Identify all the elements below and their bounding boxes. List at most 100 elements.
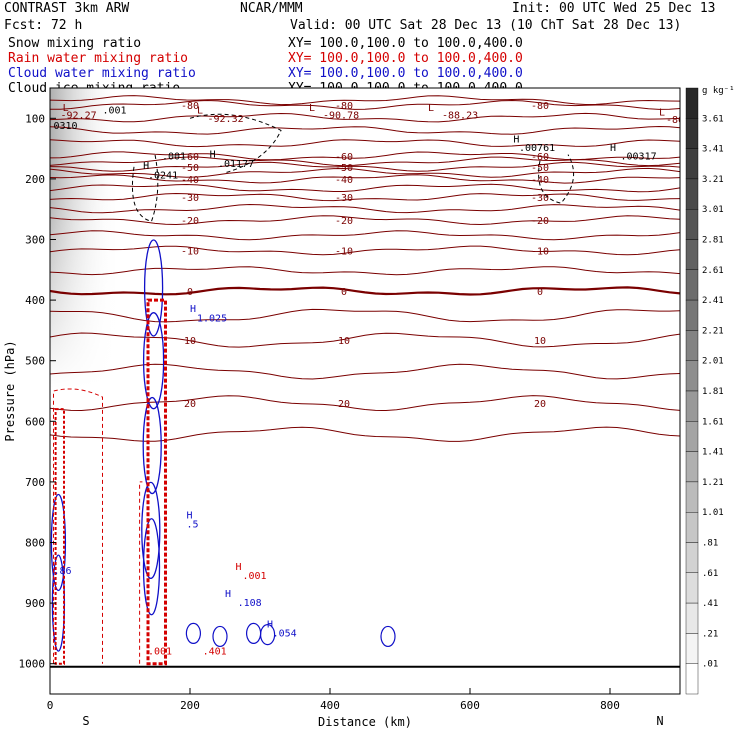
colorbar-unit: g kg⁻¹ (702, 86, 735, 96)
cloud-water-contour (142, 312, 165, 410)
plot-frame (49, 87, 681, 695)
colorbar-swatch (685, 481, 699, 513)
temperature-contour-line (50, 174, 680, 184)
org-label: NCAR/MMM (240, 1, 303, 16)
temperature-contour-label: -80 (335, 101, 353, 112)
colorbar-swatch (685, 299, 699, 331)
colorbar-label: 2.41 (702, 296, 724, 306)
snow-shading-fade (50, 88, 120, 388)
extremum-label: L (197, 105, 203, 116)
temperature-contour-line (50, 426, 680, 442)
colorbar-swatch (685, 148, 699, 180)
colorbar-swatch (685, 512, 699, 543)
temperature-contour-line (50, 112, 680, 123)
cloud-water-contour (142, 396, 162, 495)
extremum-label: L (309, 103, 315, 114)
extremum-label: .01177 (218, 159, 254, 170)
extremum-label: -88.23 (442, 110, 478, 121)
extremum-label: H (225, 589, 231, 600)
temperature-contour-line (50, 215, 680, 226)
field-name-snow: Snow mixing ratio (8, 36, 142, 51)
extremum-label: H (190, 304, 196, 315)
x-tick-label: 400 (320, 699, 340, 712)
extrema-annotations: L-92.27 L-92.32L-90.78L-88.23 L-86.120310.… (54, 103, 702, 658)
temperature-contour-label: -10 (181, 246, 199, 257)
extremum-label: 1.025 (197, 313, 227, 324)
temperature-contour-label: -80 (181, 101, 199, 112)
cloud-water-contour (185, 622, 201, 645)
x-axis-label: Distance (km) (318, 715, 412, 729)
colorbar-label: 3.61 (702, 114, 724, 124)
temperature-contour-line (50, 183, 680, 193)
extremum-label: .00317 (621, 152, 657, 163)
colorbar-label: .41 (702, 599, 718, 609)
temperature-contour-label: -80 (531, 101, 549, 112)
y-axis-label: Pressure (hPa) (3, 340, 17, 441)
temperature-contour-label: -20 (335, 216, 353, 227)
colorbar-swatch (685, 269, 699, 301)
colorbar-label: 1.41 (702, 448, 724, 458)
cloud-water-contour (142, 518, 161, 616)
y-tick-label: 900 (25, 597, 45, 610)
colorbar-swatch (685, 663, 699, 695)
temperature-contour-line (50, 139, 680, 148)
colorbar-swatch (685, 602, 699, 634)
y-tick-label: 1000 (19, 658, 46, 671)
colorbar-swatch (685, 208, 699, 240)
temperature-contour-label: 10 (534, 336, 546, 347)
colorbar-label: 2.21 (702, 326, 724, 336)
extremum-label: -92.32 (208, 114, 244, 125)
extremum-label: H (187, 510, 193, 521)
y-tick-label: 200 (25, 173, 45, 186)
extremum-label: .054 (273, 628, 297, 639)
temperature-contour-line (50, 245, 680, 256)
colorbar-swatch (685, 87, 699, 119)
extremum-label: .108 (238, 598, 262, 609)
north-label: N (656, 714, 663, 728)
y-tick-label: 800 (25, 537, 45, 550)
extremum-label: .001 (148, 647, 172, 658)
colorbar-swatch (685, 421, 699, 452)
colorbar-swatch (685, 360, 699, 392)
colorbar-swatch (685, 542, 699, 573)
extremum-label: .401 (203, 647, 227, 658)
y-tick-label: 300 (25, 234, 45, 247)
temperature-contour-line (50, 99, 680, 110)
colorbar-label: .61 (702, 569, 718, 579)
rain-water-contour (53, 388, 103, 664)
colorbar-swatch (685, 572, 699, 604)
x-tick-label: 0 (47, 699, 54, 712)
temperature-contour-line (50, 308, 680, 323)
colorbar-label: .21 (702, 629, 718, 639)
x-tick-label: 600 (460, 699, 480, 712)
extremum-label: 0310 (54, 121, 78, 132)
extremum-label: H (513, 135, 519, 146)
extremum-label: .00761 (519, 143, 555, 154)
colorbar-label: .81 (702, 539, 718, 549)
y-tick-label: 100 (25, 112, 45, 125)
temperature-contour-line (50, 156, 680, 167)
extremum-label: -90.78 (323, 110, 359, 121)
temperature-contour-label: -40 (531, 175, 549, 186)
temperature-contour-label: 10 (184, 336, 196, 347)
forecast-hour: Fcst: 72 h (4, 18, 83, 33)
temperature-contour-label: 10 (338, 336, 350, 347)
temperature-contour-label: -20 (531, 216, 549, 227)
colorbar-swatch (685, 330, 699, 361)
temperature-contour-line (50, 203, 680, 214)
colorbar-label: 1.21 (702, 478, 724, 488)
colorbar-label: 1.01 (702, 508, 724, 518)
extremum-label: -86.12 (666, 115, 702, 126)
colorbar-label: 3.41 (702, 145, 724, 155)
hydrometeor-contours (50, 113, 575, 666)
y-axis: 100 200 300 400 500 600 700 800 900 1000 (19, 112, 56, 671)
cloud-ice-contour (538, 154, 575, 204)
colorbar-label: .01 (702, 660, 718, 670)
colorbar-label: 1.61 (702, 417, 724, 427)
extremum-label: .86 (54, 566, 72, 577)
temperature-contour-label: -40 (181, 175, 199, 186)
extremum-label: .0241 (148, 170, 178, 181)
temperature-contour-line (50, 192, 680, 202)
colorbar-swatch (685, 239, 699, 270)
extremum-label: .001 (162, 152, 186, 163)
